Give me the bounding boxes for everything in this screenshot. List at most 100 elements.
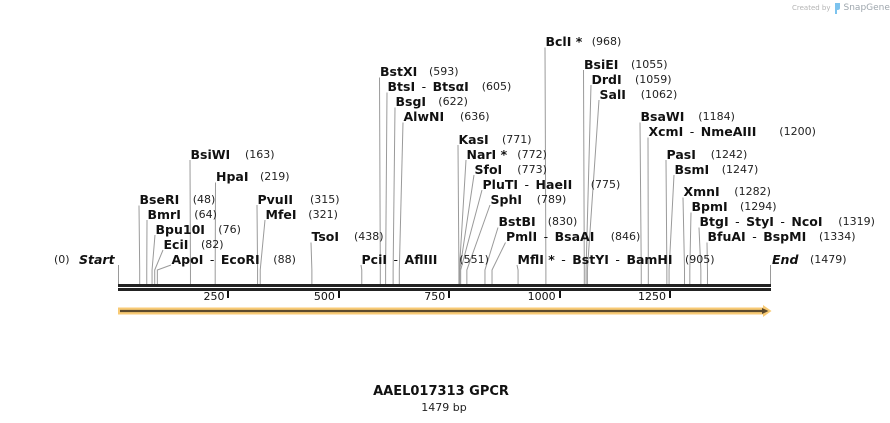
sequence-ruler-bottom-strand[interactable] xyxy=(118,288,771,291)
enzyme-name: StyI xyxy=(746,214,774,229)
separator: - xyxy=(752,229,757,244)
site-position: 605 xyxy=(482,80,512,94)
enzyme-name: SphI xyxy=(490,191,523,207)
site-label-bseri[interactable]: BseRI xyxy=(140,193,180,207)
enzyme-name: MfeI xyxy=(265,206,297,222)
site-position: 321 xyxy=(308,208,338,222)
site-position: 1062 xyxy=(641,88,678,102)
site-label-tsoi[interactable]: TsoI xyxy=(312,230,340,244)
map-length: 1479 bp xyxy=(421,401,467,414)
site-position: 789 xyxy=(537,193,567,207)
ruler-tick-label: 500 xyxy=(313,290,335,303)
separator: - xyxy=(543,229,549,244)
site-label-bfuai-bspmi[interactable]: BfuAI - BspMI xyxy=(708,230,807,244)
site-label-bpmi[interactable]: BpmI xyxy=(692,200,728,214)
enzyme-name: BtsαI xyxy=(432,79,469,94)
enzyme-name: NarI * xyxy=(466,146,508,162)
enzyme-name: BclI * xyxy=(545,34,583,49)
site-label-ecii[interactable]: EciI xyxy=(163,236,189,252)
site-label-bsawi[interactable]: BsaWI xyxy=(641,110,685,124)
site-position: 219 xyxy=(260,170,290,184)
site-label-mfei[interactable]: MfeI xyxy=(265,206,297,222)
site-position: 830 xyxy=(548,215,578,229)
site-position: 163 xyxy=(245,148,275,162)
site-position: 1294 xyxy=(740,200,777,214)
site-label-bmri[interactable]: BmrI xyxy=(147,206,181,222)
separator: - xyxy=(524,176,530,192)
separator: - xyxy=(615,251,620,267)
site-position: 1242 xyxy=(711,148,748,162)
enzyme-name: BmrI xyxy=(147,206,181,222)
site-label-mfli-bstyi-bamhi[interactable]: MflI * - BstYI - BamHI xyxy=(518,251,673,267)
ruler-tick-label: 1250 xyxy=(638,290,666,303)
site-label-bstxi[interactable]: BstXI xyxy=(380,65,417,79)
site-label-bsiwi[interactable]: BsiWI xyxy=(191,147,231,162)
site-label-xcmi-nmeaiii[interactable]: XcmI - NmeAIII xyxy=(649,125,757,139)
enzyme-name: PluTI xyxy=(482,176,519,192)
site-label-drdi[interactable]: DrdI xyxy=(591,71,622,87)
separator: - xyxy=(735,214,740,229)
site-label-pmli-bsaai[interactable]: PmlI - BsaAI xyxy=(506,230,594,244)
ruler-tick xyxy=(337,291,340,298)
site-label-pvuii[interactable]: PvuII xyxy=(258,192,294,207)
site-label-bstbi[interactable]: BstBI xyxy=(499,215,536,229)
watermark-brand: SnapGene xyxy=(843,3,890,13)
site-position: 1319 xyxy=(838,215,875,229)
ruler-tick xyxy=(668,291,671,298)
site-position: 772 xyxy=(517,148,547,162)
site-position: 846 xyxy=(611,230,641,244)
snapgene-watermark: Created by SnapGene xyxy=(792,1,890,15)
site-label-sali[interactable]: SalI xyxy=(600,87,626,102)
enzyme-name: DrdI xyxy=(591,71,622,87)
separator: - xyxy=(689,124,695,139)
start-label: Start xyxy=(79,251,115,267)
enzyme-name: BsmI xyxy=(674,161,710,177)
site-label-kasi[interactable]: KasI xyxy=(458,131,489,147)
enzyme-name: BseRI xyxy=(139,192,180,207)
site-position: 1059 xyxy=(635,73,672,87)
site-label-pluti-haeii[interactable]: PluTI - HaeII xyxy=(482,176,573,192)
site-position: 88 xyxy=(273,253,296,267)
site-label-alwni[interactable]: AlwNI xyxy=(404,110,445,124)
enzyme-name: ApoI xyxy=(171,251,204,267)
site-position: 1055 xyxy=(631,58,668,72)
enzyme-name: XcmI xyxy=(648,124,684,139)
separator: - xyxy=(561,251,566,267)
site-label-bsgi[interactable]: BsgI xyxy=(396,95,427,109)
enzyme-name: NcoI xyxy=(791,214,823,229)
site-label-pasi[interactable]: PasI xyxy=(667,147,696,162)
enzyme-name: KasI xyxy=(458,131,489,147)
site-label-hpai[interactable]: HpaI xyxy=(216,170,249,184)
ruler-tick-label: 250 xyxy=(203,290,225,303)
site-position: 593 xyxy=(429,65,459,79)
site-position: 76 xyxy=(218,223,241,237)
site-label-apoi-ecori[interactable]: ApoI - EcoRI xyxy=(171,251,260,267)
site-label-bsmi[interactable]: BsmI xyxy=(674,161,710,177)
enzyme-name: BpmI xyxy=(691,199,728,214)
site-position: 1247 xyxy=(722,163,759,177)
site-label-btsi-btsai[interactable]: BtsI - BtsαI xyxy=(388,80,469,94)
enzyme-name: HaeII xyxy=(535,176,573,192)
site-position: 622 xyxy=(438,95,468,109)
site-label-btgi-styi-ncoi[interactable]: BtgI - StyI - NcoI xyxy=(700,215,823,229)
start-text: Start xyxy=(79,251,115,267)
ruler-tick-label: 1000 xyxy=(527,290,556,303)
enzyme-name: BfuAI xyxy=(707,229,746,244)
enzyme-name: EciI xyxy=(163,236,189,252)
site-position: 1334 xyxy=(819,230,856,244)
site-label-nari[interactable]: NarI * xyxy=(466,146,508,162)
site-position: 771 xyxy=(502,133,532,147)
separator: - xyxy=(421,79,427,94)
sequence-ruler-top-strand[interactable] xyxy=(118,284,771,287)
site-label-sphi[interactable]: SphI xyxy=(490,191,523,207)
site-label-pcii-afliii[interactable]: PciI - AflIII xyxy=(362,252,438,267)
site-label-bpu10i[interactable]: Bpu10I xyxy=(156,222,205,237)
site-label-bsiei[interactable]: BsiEI xyxy=(584,57,618,72)
site-label-sfoi[interactable]: SfoI xyxy=(475,162,503,177)
site-label-xmni[interactable]: XmnI xyxy=(684,185,720,199)
site-label-bcli[interactable]: BclI * xyxy=(546,35,583,49)
site-position: 1184 xyxy=(698,110,735,124)
start-position: 0 xyxy=(54,253,70,267)
enzyme-name: BtgI xyxy=(699,214,729,229)
